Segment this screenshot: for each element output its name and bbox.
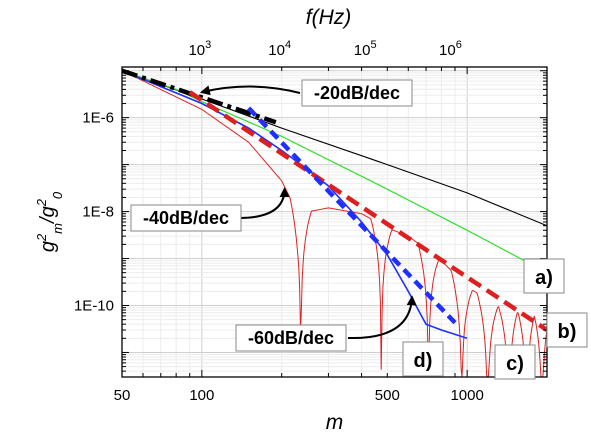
grid [121, 67, 548, 378]
series-label-d: d) [414, 350, 433, 372]
labels: m f(Hz) g2m/g20 -20dB/dec -40dB/dec -60dB/dec… [34, 6, 588, 434]
series-label-box-c [494, 344, 536, 380]
axes: 50 100 500 1000 1E-6 1E-8 1E-10 103 104 105 106 [74, 39, 548, 404]
series-label-a: a) [535, 267, 553, 289]
series-b-line [121, 70, 548, 274]
asymptote-layer [121, 68, 549, 332]
series-c-line [121, 70, 548, 378]
x-tick-label: 1000 [450, 387, 483, 404]
series-label-b: b) [558, 321, 577, 343]
y-tick-label: 1E-8 [82, 204, 114, 221]
asymptote-3 [246, 106, 457, 325]
x-tick-label: 100 [189, 387, 214, 404]
annotation-label-1: -20dB/dec [314, 83, 400, 103]
x-axis-label: m [326, 411, 344, 434]
series-label-box-b [546, 312, 588, 348]
top-tick-label: 106 [439, 39, 462, 59]
annotation-arrow-2 [239, 187, 290, 219]
series-label-box-a [523, 258, 565, 294]
annotation-arrow-1 [199, 85, 301, 96]
annotation-label-2: -40dB/dec [143, 208, 229, 228]
x-tick-label: 500 [375, 387, 400, 404]
asymptote-2 [188, 90, 549, 332]
y-tick-label: 1E-6 [82, 110, 114, 127]
series-d-line [121, 69, 468, 340]
top-axis-label: f(Hz) [306, 6, 352, 29]
y-tick-label: 1E-10 [74, 297, 114, 314]
series-label-c: c) [506, 353, 524, 375]
series-label-box-d [402, 341, 444, 377]
x-tick-label: 50 [114, 387, 131, 404]
annotation-box-2 [130, 204, 242, 232]
annotation-label-3: -60dB/dec [248, 328, 334, 348]
annotation-arrow-3 [347, 295, 417, 340]
y-axis-label: g2m/g20 [34, 191, 65, 252]
annotation-box-3 [235, 324, 347, 352]
annotation-box-1 [301, 79, 413, 107]
top-tick-label: 104 [268, 39, 291, 59]
top-tick-label: 105 [354, 39, 377, 59]
top-tick-label: 103 [188, 39, 211, 59]
